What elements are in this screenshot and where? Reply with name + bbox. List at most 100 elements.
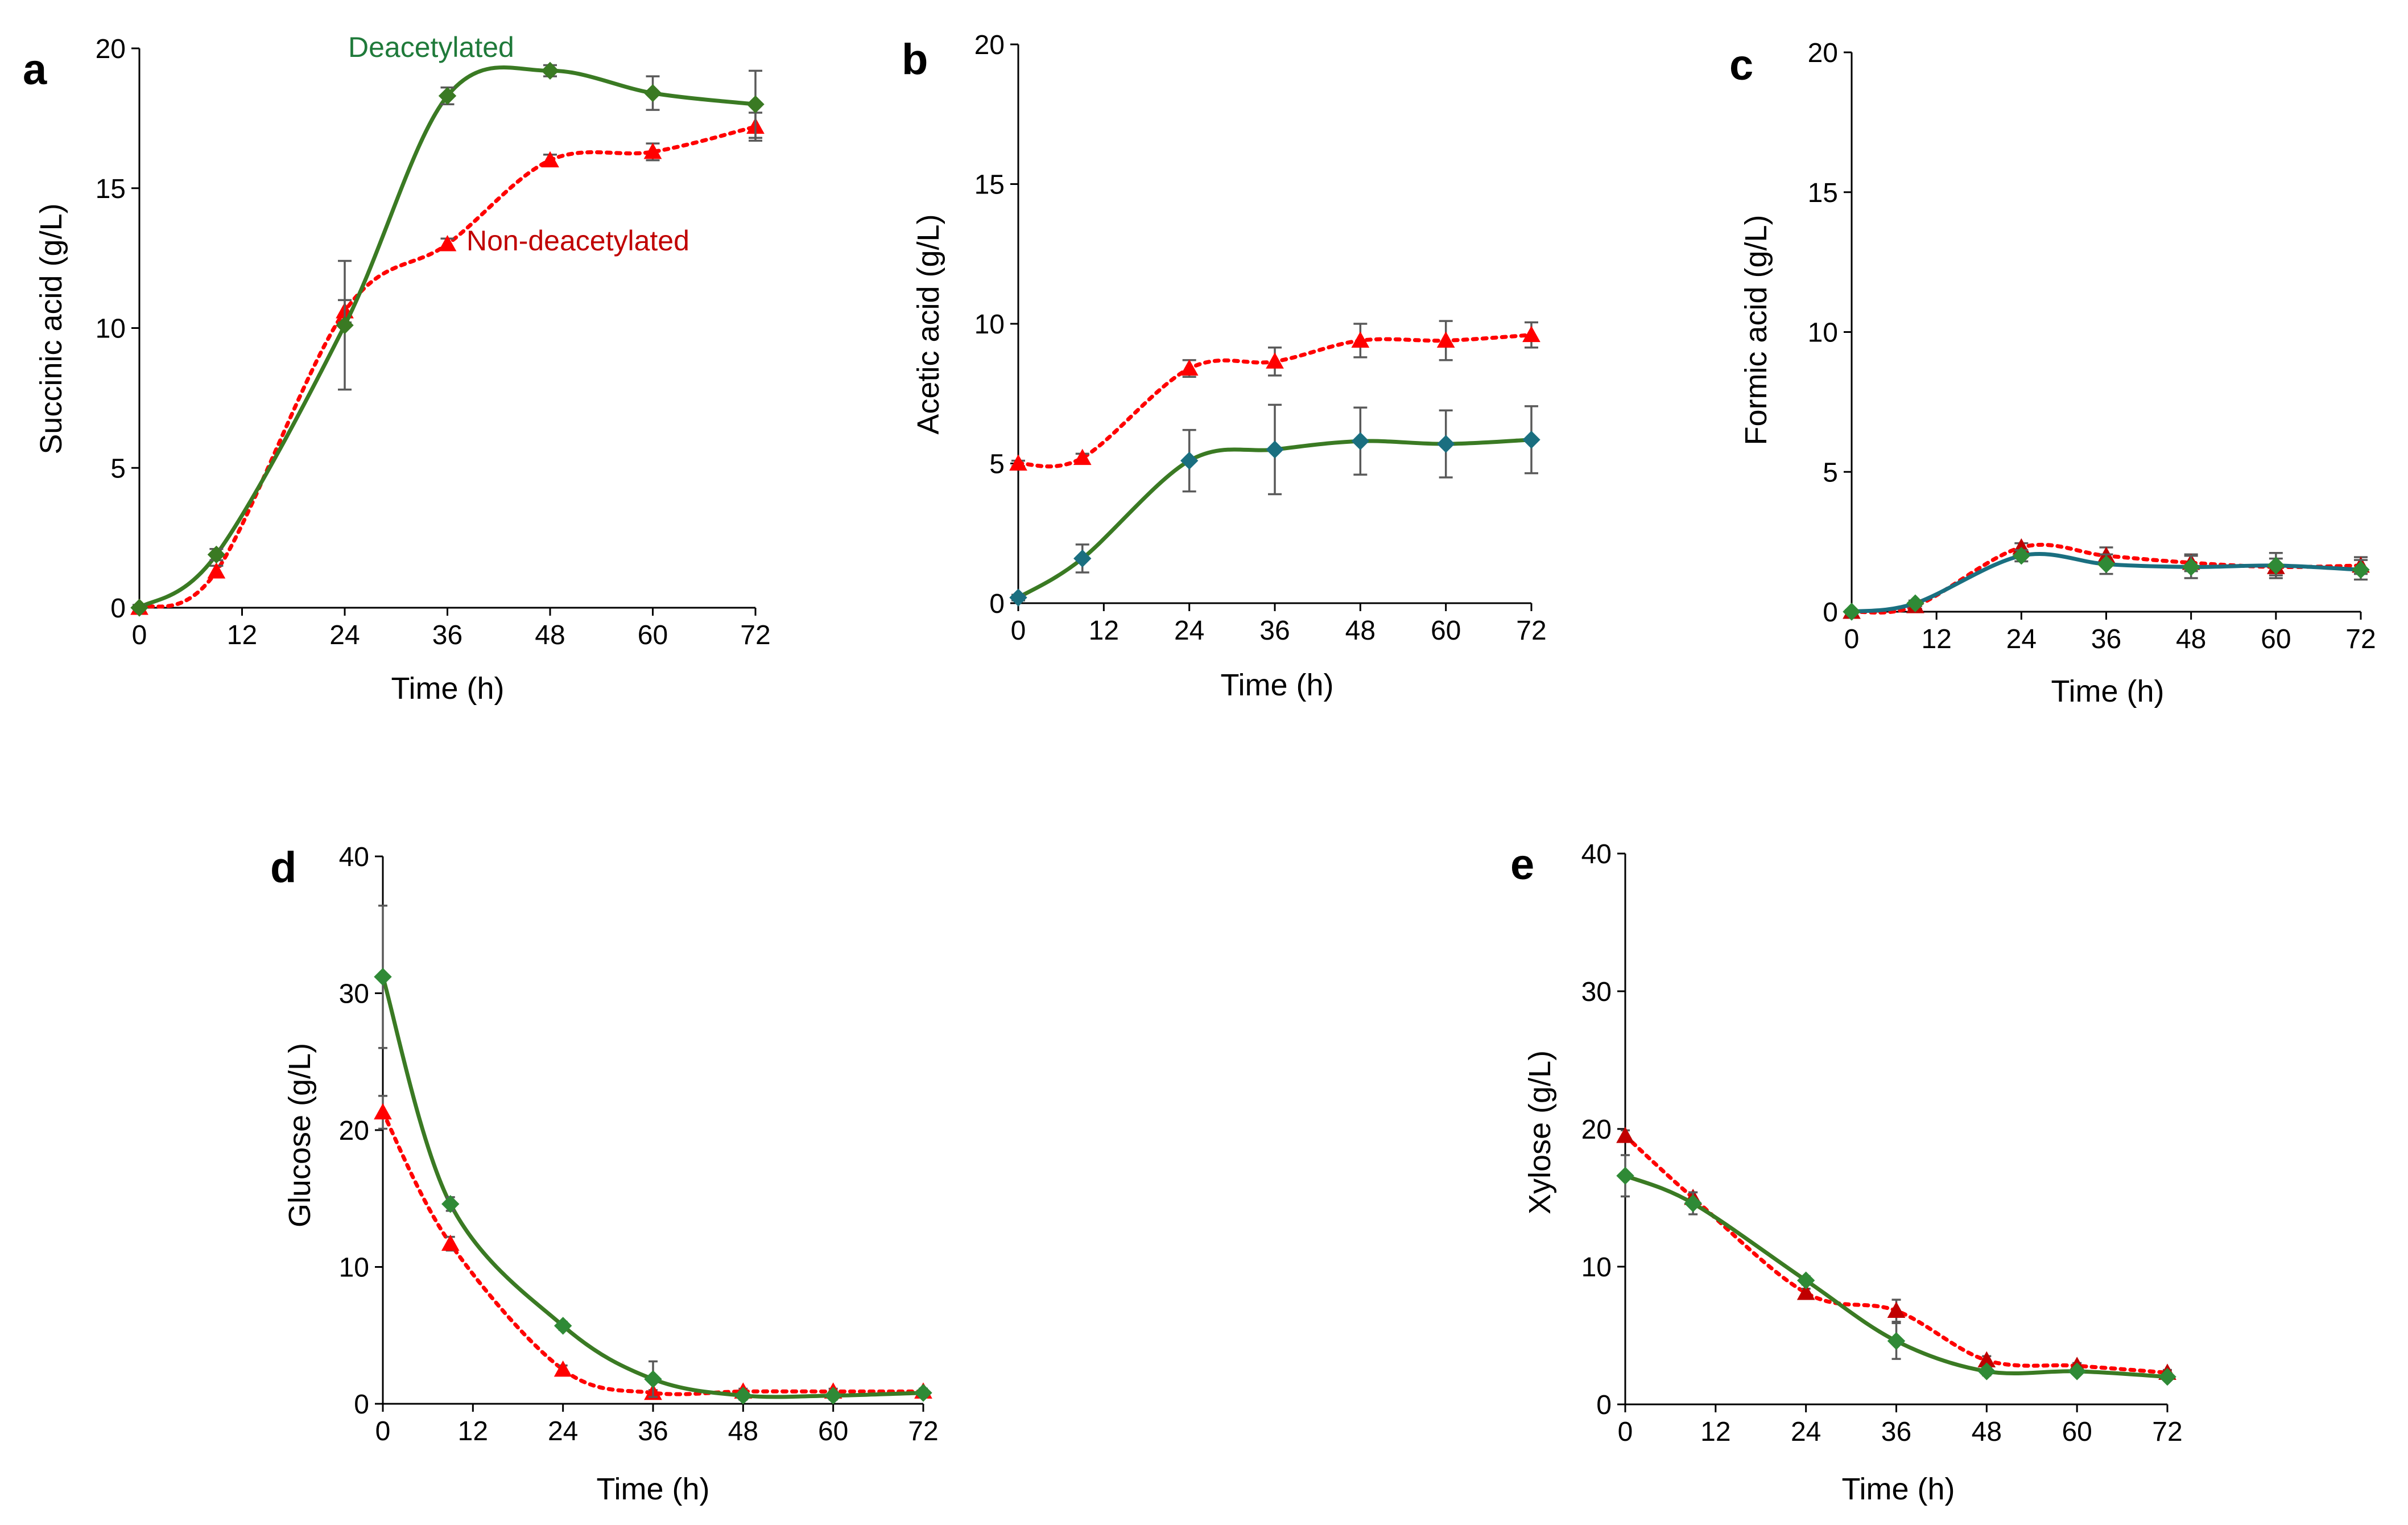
xlabel-c: Time (h): [2051, 674, 2165, 708]
x-tick-label-c-36: 36: [2091, 624, 2121, 654]
marker-diamond-deacetylated-d-60: [824, 1386, 842, 1405]
y-tick-label-b-15: 15: [974, 170, 1005, 200]
marker-diamond-deacetylated-a-36: [438, 86, 457, 105]
ylabel-a: Succinic acid (g/L): [34, 203, 68, 454]
series-line-non-deacetylated-a: [137, 125, 758, 610]
x-tick-label-b-36: 36: [1259, 616, 1290, 646]
y-tick-label-d-0: 0: [354, 1390, 369, 1420]
marker-diamond-deacetylated-e-48: [1977, 1362, 1996, 1380]
marker-diamond-deacetylated-a-60: [643, 84, 662, 102]
panel-c: c Formic acid (g/L) Time (h) 0 5 10 15 20 0 12…: [1729, 38, 2376, 708]
y-tick-label-c-15: 15: [1808, 178, 1838, 208]
marker-diamond-deacetylated-b-60: [1436, 435, 1455, 453]
x-tick-label-d-36: 36: [638, 1416, 668, 1446]
x-tick-label-d-12: 12: [458, 1416, 488, 1446]
marker-diamond-deacetylated-e-72: [2158, 1367, 2176, 1386]
marker-diamond-deacetylated-b-0: [1009, 588, 1027, 607]
marker-diamond-deacetylated-c-9: [1906, 594, 1924, 612]
plot-area-d: 0 10 20 30 40 0 12 24 36 48 60 72: [339, 842, 939, 1446]
marker-diamond-deacetylated-c-48: [2182, 558, 2200, 576]
marker-diamond-deacetylated-c-60: [2267, 557, 2285, 575]
plot-area-b: 0 5 10 15 20 0 12 24 36 48 60 72: [974, 30, 1547, 646]
x-tick-label-a-12: 12: [227, 620, 257, 650]
marker-diamond-deacetylated-b-9: [1073, 549, 1092, 568]
y-tick-label-d-30: 30: [339, 979, 369, 1009]
x-tick-label-a-60: 60: [638, 620, 668, 650]
y-tick-label-c-5: 5: [1823, 458, 1838, 488]
x-tick-label-b-24: 24: [1174, 616, 1204, 646]
marker-diamond-deacetylated-a-0: [130, 599, 148, 617]
y-tick-label-c-10: 10: [1808, 318, 1838, 348]
marker-diamond-deacetylated-e-36: [1887, 1332, 1906, 1350]
ylabel-e: Xylose (g/L): [1523, 1050, 1557, 1214]
x-tick-label-c-60: 60: [2261, 624, 2291, 654]
ylabel-c: Formic acid (g/L): [1739, 215, 1773, 445]
y-tick-label-b-10: 10: [974, 310, 1005, 340]
panel-letter-b: b: [902, 35, 928, 84]
marker-diamond-deacetylated-c-24: [2012, 546, 2031, 565]
annotation-non-deacetylated: Non-deacetylated: [466, 225, 689, 257]
x-tick-label-b-48: 48: [1345, 616, 1376, 646]
x-tick-label-b-60: 60: [1431, 616, 1461, 646]
marker-triangle-non-deacetylated-d-24: [554, 1360, 572, 1377]
x-tick-label-e-0: 0: [1618, 1417, 1633, 1447]
x-tick-label-d-48: 48: [728, 1416, 758, 1446]
marker-diamond-deacetylated-a-9: [207, 545, 226, 564]
marker-triangle-non-deacetylated-b-72: [1522, 325, 1540, 343]
x-tick-label-c-24: 24: [2006, 624, 2037, 654]
marker-triangle-non-deacetylated-e-24: [1796, 1283, 1815, 1300]
y-tick-label-d-20: 20: [339, 1116, 369, 1146]
marker-triangle-non-deacetylated-b-0: [1009, 454, 1027, 471]
marker-diamond-deacetylated-a-48: [541, 61, 559, 80]
marker-diamond-deacetylated-d-72: [914, 1384, 932, 1402]
x-tick-label-e-72: 72: [2152, 1417, 2182, 1447]
x-tick-label-b-72: 72: [1516, 616, 1546, 646]
y-tick-label-a-5: 5: [110, 454, 126, 484]
marker-triangle-non-deacetylated-e-0: [1616, 1127, 1634, 1143]
y-tick-label-e-10: 10: [1581, 1252, 1612, 1283]
marker-triangle-non-deacetylated-a-48: [541, 151, 559, 168]
y-tick-label-b-0: 0: [989, 589, 1005, 619]
x-tick-label-d-72: 72: [908, 1416, 938, 1446]
panel-b: b Acetic acid (g/L) Time (h) 0 5 10 15 20 0 12…: [902, 30, 1547, 702]
y-tick-label-e-20: 20: [1581, 1115, 1612, 1145]
y-tick-label-b-20: 20: [974, 30, 1005, 60]
x-tick-label-d-60: 60: [818, 1416, 848, 1446]
x-tick-label-b-12: 12: [1089, 616, 1119, 646]
ylabel-b: Acetic acid (g/L): [911, 214, 945, 434]
marker-diamond-deacetylated-e-24: [1796, 1271, 1815, 1289]
marker-triangle-non-deacetylated-e-36: [1887, 1301, 1906, 1318]
y-tick-label-a-20: 20: [96, 34, 126, 64]
series-line-deacetylated-a: [138, 65, 756, 609]
marker-diamond-deacetylated-b-24: [1180, 451, 1199, 470]
x-tick-label-a-48: 48: [535, 620, 565, 650]
xlabel-d: Time (h): [597, 1472, 710, 1506]
marker-diamond-deacetylated-a-24: [336, 316, 354, 335]
x-tick-label-d-24: 24: [548, 1416, 578, 1446]
panel-letter-c: c: [1729, 41, 1753, 89]
marker-triangle-non-deacetylated-b-24: [1180, 359, 1199, 376]
y-tick-label-a-15: 15: [96, 174, 126, 204]
y-tick-label-d-40: 40: [339, 842, 369, 872]
marker-diamond-deacetylated-e-0: [1616, 1167, 1634, 1185]
marker-diamond-deacetylated-d-9: [441, 1195, 460, 1213]
marker-diamond-deacetylated-e-60: [2068, 1362, 2086, 1380]
marker-triangle-non-deacetylated-b-60: [1436, 331, 1455, 348]
panel-d: d Glucose (g/L) Time (h) 0 10 20 30 40 0 12 24 3…: [270, 842, 939, 1506]
marker-diamond-deacetylated-b-36: [1266, 440, 1284, 459]
series-line-deacetylated-d: [381, 976, 924, 1399]
marker-triangle-non-deacetylated-d-0: [374, 1103, 392, 1120]
panel-a: a Succinic acid (g/L) Time (h) Deacetyla…: [23, 31, 771, 706]
y-tick-label-a-0: 0: [110, 593, 126, 624]
plot-area-e: 0 10 20 30 40 0 12 24 36 48 60 72: [1581, 839, 2183, 1447]
x-tick-label-e-48: 48: [1972, 1417, 2002, 1447]
marker-diamond-deacetylated-a-72: [746, 95, 765, 114]
y-tick-label-a-10: 10: [96, 314, 126, 344]
marker-diamond-deacetylated-c-0: [1843, 603, 1861, 621]
y-tick-label-d-10: 10: [339, 1253, 369, 1283]
y-tick-label-b-5: 5: [989, 450, 1005, 480]
marker-triangle-non-deacetylated-b-36: [1266, 352, 1284, 369]
marker-diamond-deacetylated-d-48: [734, 1386, 753, 1405]
marker-diamond-deacetylated-e-9: [1684, 1194, 1702, 1213]
